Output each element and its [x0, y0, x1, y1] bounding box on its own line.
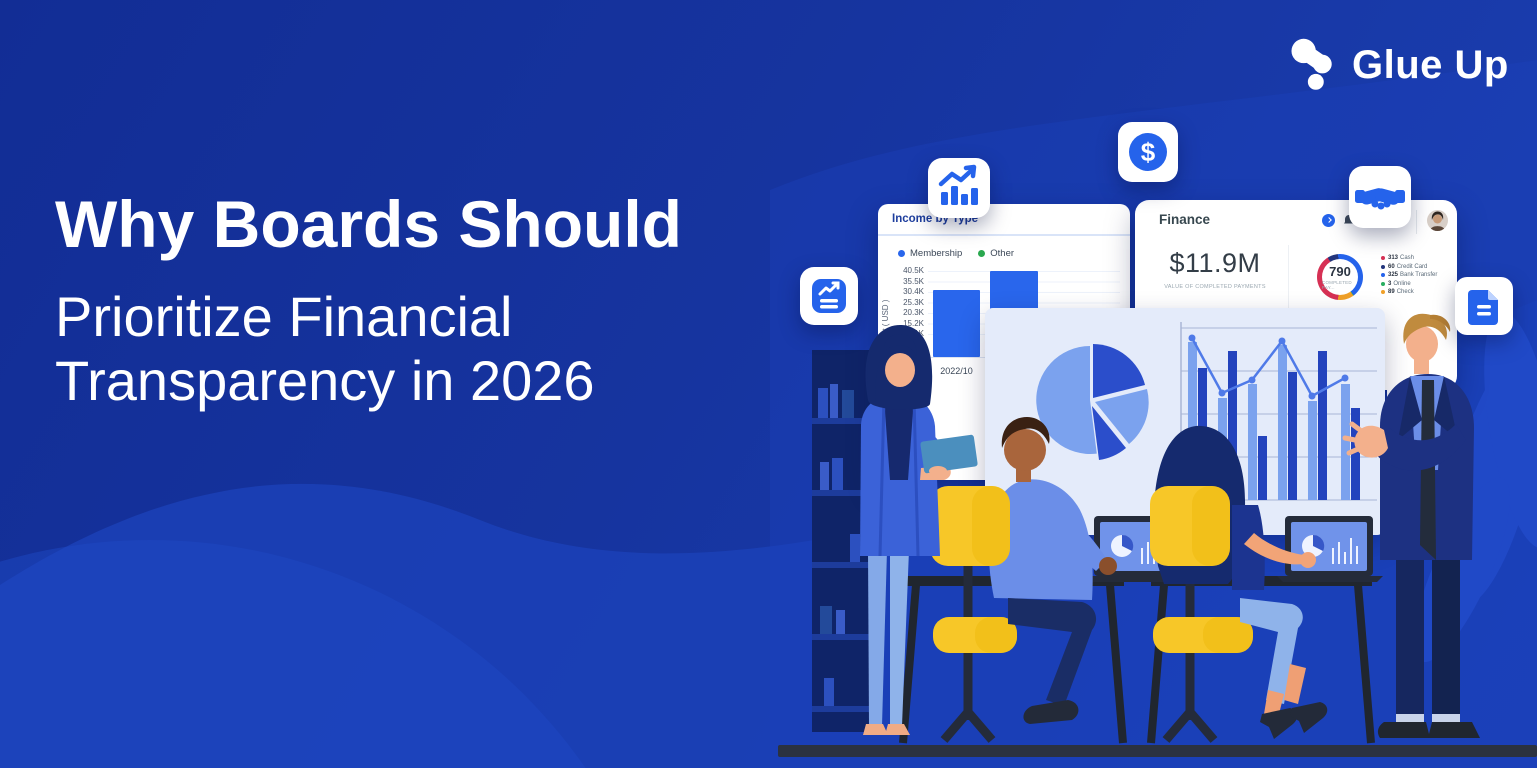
legend-dot: [1381, 290, 1385, 294]
divider: [1416, 210, 1417, 234]
membership-legend-dot: [898, 250, 905, 257]
document-icon: [1468, 290, 1498, 325]
legend-row: 89 Check: [1381, 289, 1437, 295]
stat-value: $11.9M: [1169, 248, 1261, 278]
y-axis-ticks: 40.5K 35.5K 30.4K 25.3K 20.3K 15.2K 10.1…: [903, 266, 924, 338]
legend-row: 3 Online: [1381, 281, 1437, 287]
y-axis-label: Amount ( USD ): [881, 299, 890, 356]
stat-caption: VALUE OF COMPLETED PAYMENTS: [1164, 284, 1266, 290]
membership-bar-1: [933, 290, 980, 357]
legend-label-other: Other: [990, 248, 1015, 259]
completed-payments-donut: 790 COMPLETED PAY...: [1317, 254, 1363, 300]
divider: [878, 234, 1130, 236]
x-axis-label: 2022/10: [940, 366, 973, 376]
legend-label-membership: Membership: [910, 248, 963, 259]
board-pie-chart: [1036, 344, 1149, 460]
dollar-icon: $: [1129, 133, 1167, 171]
svg-text:$: $: [1141, 137, 1156, 167]
brand: Glue Up: [1284, 34, 1509, 96]
completed-payments-stat: $11.9M VALUE OF COMPLETED PAYMENTS: [1153, 248, 1277, 290]
presentation-board: [985, 308, 1385, 535]
legend-row: 313 Cash: [1381, 255, 1437, 261]
avatar: [1427, 210, 1448, 231]
board-bar-chart: [1180, 322, 1377, 501]
handshake-icon: [1355, 188, 1405, 210]
legend-row: 60 Credit Card: [1381, 264, 1437, 270]
donut-hole: 790 COMPLETED PAY...: [1322, 259, 1358, 295]
donut-caption: COMPLETED PAY...: [1322, 279, 1352, 290]
floor: [778, 745, 1537, 757]
desk-left: [899, 576, 1127, 744]
legend-dot: [1381, 256, 1385, 260]
finance-card-title: Finance: [1159, 212, 1211, 227]
sitting-man-legs: [1008, 598, 1097, 724]
income-chart-legend: Membership Other: [898, 248, 1014, 259]
document-chip: [1455, 277, 1513, 335]
legend-row: 325 Bank Transfer: [1381, 272, 1437, 278]
glueup-logo-icon: [1291, 38, 1332, 90]
brand-name: Glue Up: [1352, 42, 1509, 87]
other-legend-dot: [978, 250, 986, 257]
desk-right: [1147, 576, 1375, 744]
board-charts: [1036, 322, 1377, 501]
headline-line3: Transparency in 2026: [55, 349, 595, 413]
headline: Why Boards Should Prioritize Financial T…: [55, 187, 815, 413]
chair-right-stand: [1162, 560, 1218, 743]
headline-line2: Prioritize Financial: [55, 285, 513, 349]
header-action-button: [1322, 214, 1335, 227]
headline-line1: Why Boards Should: [55, 187, 682, 261]
payments-legend: 313 Cash 60 Credit Card 325 Bank Transfe…: [1381, 255, 1437, 298]
sitting-woman-legs: [1240, 598, 1328, 739]
legend-dot: [1381, 281, 1385, 286]
dollar-chip: $: [1118, 122, 1178, 182]
card-edge: [1387, 318, 1395, 503]
handshake-chip: [1349, 166, 1411, 228]
legend-dot: [1381, 273, 1385, 277]
legend-dot: [1381, 264, 1385, 269]
donut-value: 790: [1329, 263, 1351, 279]
bar-chart-trend-icon: [938, 164, 978, 205]
chair-left-stand: [940, 560, 996, 743]
bookshelf: [812, 350, 876, 732]
bar-chart-chip: [928, 158, 990, 218]
